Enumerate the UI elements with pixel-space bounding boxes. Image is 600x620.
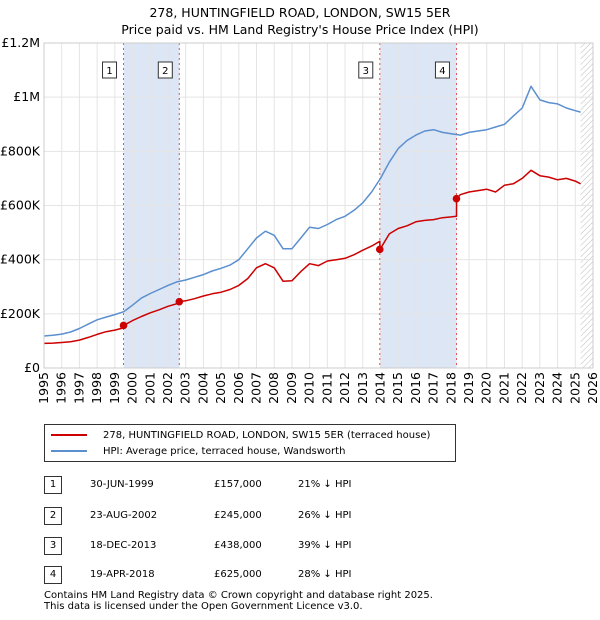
table-row: 2 23-AUG-2002 £245,000 26% ↓ HPI	[44, 507, 444, 525]
y-tick-label: £800K	[0, 143, 41, 158]
footer-licence: This data is licensed under the Open Gov…	[44, 601, 363, 612]
table-row: 4 19-APR-2018 £625,000 28% ↓ HPI	[44, 566, 444, 584]
sale-price: £157,000	[214, 479, 262, 490]
x-tick-label: 2009	[284, 372, 299, 404]
x-tick-label: 2006	[231, 372, 246, 404]
x-tick-label: 1999	[107, 372, 122, 404]
x-tick-label: 1996	[54, 372, 69, 404]
x-tick-label: 2023	[532, 372, 547, 404]
sale-price: £438,000	[214, 540, 262, 551]
sale-hpi-diff: 28% ↓ HPI	[298, 569, 352, 580]
x-tick-label: 2003	[178, 372, 193, 404]
x-tick-label: 2010	[302, 372, 317, 404]
y-tick-label: £400K	[0, 252, 41, 267]
sale-number-box: 4	[44, 566, 62, 584]
x-tick-label: 2022	[514, 372, 529, 404]
x-tick-label: 2026	[585, 372, 600, 404]
sale-point	[175, 297, 184, 306]
sale-number-box: 3	[44, 537, 62, 555]
legend-swatch-property	[51, 434, 87, 436]
x-tick-label: 2011	[319, 372, 334, 404]
sale-number-box: 2	[44, 507, 62, 525]
sale-label-frame	[157, 61, 173, 79]
sale-point	[375, 245, 384, 254]
x-tick-label: 2024	[550, 372, 565, 404]
sale-label-box: 4	[434, 61, 450, 79]
sale-hpi-diff: 26% ↓ HPI	[298, 510, 352, 521]
y-tick-label: £200K	[0, 306, 41, 321]
legend-label-property: 278, HUNTINGFIELD ROAD, LONDON, SW15 5ER…	[103, 429, 431, 441]
sale-label-box: 3	[358, 61, 374, 79]
sale-hpi-diff: 21% ↓ HPI	[298, 479, 352, 490]
sale-label-number: 2	[162, 66, 168, 77]
sale-label-number: 4	[439, 66, 445, 77]
x-tick-label: 2001	[142, 372, 157, 404]
x-tick-label: 1997	[71, 372, 86, 404]
y-tick-label: £600K	[0, 198, 41, 213]
x-tick-label: 2019	[461, 372, 476, 404]
chart-legend: 278, HUNTINGFIELD ROAD, LONDON, SW15 5ER…	[44, 424, 456, 462]
sale-label-number: 3	[363, 66, 369, 77]
x-tick-label: 1995	[36, 372, 51, 404]
x-tick-label: 2000	[125, 372, 140, 404]
y-tick-label: £0	[24, 360, 40, 375]
x-tick-label: 2018	[443, 372, 458, 404]
legend-swatch-hpi	[51, 450, 87, 452]
chart-title: 278, HUNTINGFIELD ROAD, LONDON, SW15 5ER…	[0, 4, 600, 38]
sale-date: 30-JUN-1999	[90, 479, 154, 490]
x-tick-label: 1998	[89, 372, 104, 404]
sale-point	[452, 194, 461, 203]
sale-date: 23-AUG-2002	[90, 510, 158, 521]
hpi-series-line	[43, 85, 581, 337]
legend-item-property: 278, HUNTINGFIELD ROAD, LONDON, SW15 5ER…	[51, 427, 430, 443]
x-tick-label: 2014	[372, 372, 387, 404]
x-tick-label: 2017	[426, 372, 441, 404]
x-tick-label: 2013	[355, 372, 370, 404]
sale-hpi-diff: 39% ↓ HPI	[298, 540, 352, 551]
x-tick-label: 2020	[479, 372, 494, 404]
property-series-line	[43, 169, 581, 345]
sale-label-number: 1	[106, 66, 112, 77]
x-tick-label: 2021	[496, 372, 511, 404]
y-tick-label: £1.2M	[1, 35, 40, 50]
x-tick-label: 2016	[408, 372, 423, 404]
y-tick-label: £1M	[13, 89, 40, 104]
sale-date: 19-APR-2018	[90, 569, 155, 580]
footer: Contains HM Land Registry data © Crown c…	[44, 590, 433, 612]
legend-item-hpi: HPI: Average price, terraced house, Wand…	[51, 443, 345, 459]
table-row: 1 30-JUN-1999 £157,000 21% ↓ HPI	[44, 476, 444, 494]
table-row: 3 18-DEC-2013 £438,000 39% ↓ HPI	[44, 537, 444, 555]
sale-label-frame	[358, 61, 374, 79]
legend-label-hpi: HPI: Average price, terraced house, Wand…	[103, 445, 346, 457]
x-tick-label: 2015	[390, 372, 405, 404]
x-tick-label: 2025	[567, 372, 582, 404]
chart-title-line-1: 278, HUNTINGFIELD ROAD, LONDON, SW15 5ER	[149, 5, 451, 20]
plot-frame	[43, 42, 594, 369]
sale-label-frame	[102, 61, 118, 79]
footer-copyright: Contains HM Land Registry data © Crown c…	[44, 590, 433, 601]
sale-price: £625,000	[214, 569, 262, 580]
sale-date: 18-DEC-2013	[90, 540, 157, 551]
chart-title-line-2: Price paid vs. HM Land Registry's House …	[121, 22, 479, 37]
x-tick-label: 2004	[195, 372, 210, 404]
x-tick-label: 2008	[266, 372, 281, 404]
sale-number-box: 1	[44, 476, 62, 494]
x-tick-label: 2012	[337, 372, 352, 404]
sale-price: £245,000	[214, 510, 262, 521]
sale-label-box: 2	[157, 61, 173, 79]
x-tick-label: 2005	[213, 372, 228, 404]
sale-point	[119, 321, 128, 330]
x-tick-label: 2002	[160, 372, 175, 404]
sale-label-box: 1	[102, 61, 118, 79]
x-tick-label: 2007	[249, 372, 264, 404]
sale-label-frame	[434, 61, 450, 79]
